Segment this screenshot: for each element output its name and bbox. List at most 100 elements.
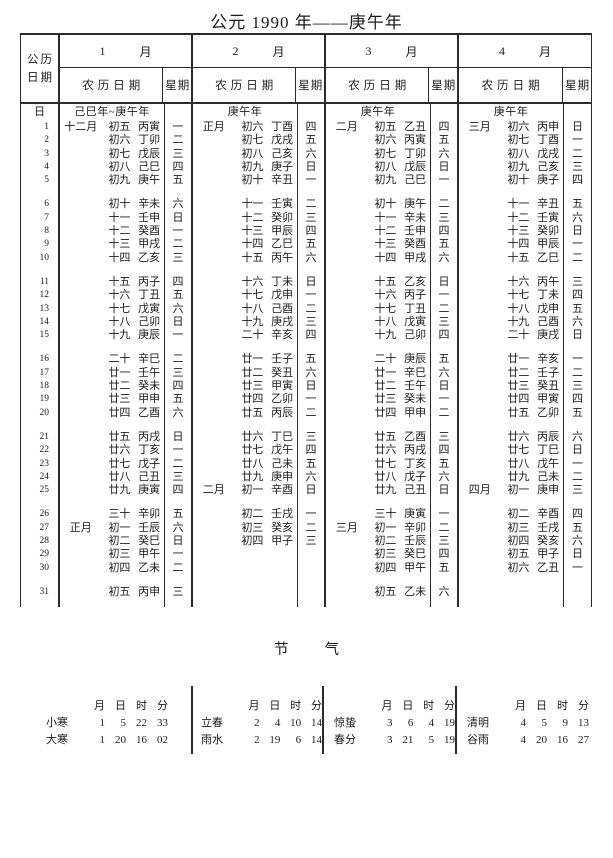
ganzhi: 丙午	[271, 251, 294, 264]
weekday-cell: 日	[305, 160, 317, 173]
weekday-cell: 日	[305, 380, 317, 393]
jieqi-value: 02	[157, 734, 168, 746]
lunar-month-label	[326, 586, 368, 599]
weekday-cell: 三	[572, 484, 583, 497]
month-header-3-title: 3 月	[326, 35, 457, 68]
lunar-month-label	[459, 431, 501, 444]
lunar-date-cell: 初六 乙丑	[459, 562, 563, 575]
ganzhi: 戊辰	[404, 160, 427, 173]
lunar-month-label	[60, 238, 102, 251]
row-group-gap	[21, 187, 58, 198]
lunar-date-cell: 廿三 甲寅	[193, 380, 297, 393]
lunar-day: 十四	[108, 251, 131, 264]
lunar-month-label	[326, 225, 368, 238]
ganzhi: 辛未	[138, 198, 161, 211]
day-number: 22	[39, 445, 50, 456]
lunar-month-label: 三月	[468, 121, 491, 133]
lunar-month-label	[60, 407, 102, 420]
lunar-date-cell: 十二月 初五 丙寅	[60, 121, 164, 134]
lunar-day: 初八	[108, 160, 131, 173]
lunar-month-label	[60, 548, 102, 561]
weekday-cell: 三	[572, 160, 583, 173]
lunar-date-cell: 廿五 丙戌	[60, 431, 164, 444]
ganzhi: 戊午	[271, 444, 294, 457]
lunar-month-label	[326, 316, 368, 329]
lunar-month-label	[60, 458, 102, 471]
lunar-date-cell: 三十 辛卯	[60, 508, 164, 521]
day-number: 25	[39, 485, 50, 496]
lunar-date-cell: 初四 乙未	[60, 562, 164, 575]
lunar-day: 初九	[108, 174, 131, 187]
ganzhi: 丁未	[271, 275, 294, 288]
ganzhi: 丙午	[537, 275, 560, 288]
lunar-day: 十九	[507, 315, 530, 328]
jieqi-value: 20	[536, 734, 547, 746]
lunar-date-cell: 廿九 庚寅	[60, 484, 164, 497]
month-header-2-title: 2 月	[193, 35, 324, 68]
ganzhi: 癸未	[138, 380, 161, 393]
day-number: 5	[44, 175, 49, 186]
row-group-gap	[60, 342, 164, 353]
weekday-header: 星期	[565, 80, 591, 92]
lunar-month-label	[459, 198, 501, 211]
jieqi-col-header: 分	[157, 700, 168, 712]
lunar-date-cell: 十一 辛丑	[459, 198, 563, 211]
ganzhi: 壬子	[271, 353, 294, 366]
day-number: 13	[39, 303, 50, 314]
weekday-cell: 五	[172, 289, 184, 302]
weekday-cell: 六	[438, 470, 450, 483]
ganzhi: 丁卯	[404, 147, 427, 160]
weekday-cell: 三	[305, 535, 317, 548]
weekday-cell: 二	[438, 198, 450, 211]
lunar-date-cell: 十三 甲辰	[193, 225, 297, 238]
ganzhi: 戊辰	[138, 147, 161, 160]
jieqi-value: 14	[311, 717, 322, 729]
weekday-cell: 二	[572, 366, 583, 379]
month-number: 2	[232, 43, 239, 58]
row-group-gap	[326, 497, 430, 508]
lunar-month-label	[459, 458, 501, 471]
jieqi-term-row: 小寒 1 5 22 33	[46, 715, 191, 732]
lunar-date-cell: 十五 乙亥	[326, 276, 430, 289]
lunar-day: 廿五	[507, 406, 530, 419]
lunar-month-label	[60, 252, 102, 265]
row-group-gap	[326, 265, 430, 276]
lunar-month-label	[60, 586, 102, 599]
lunar-date-cell: 廿七 丁亥	[326, 458, 430, 471]
weekday-cell: 五	[305, 457, 317, 470]
row-group-gap	[326, 342, 430, 353]
ganzhi: 己未	[537, 470, 560, 483]
lunar-date-cell: 初七 戊戌	[193, 134, 297, 147]
month-header-4-sub: 农历日期 星期	[459, 68, 591, 102]
weekday-cell: 一	[438, 289, 450, 302]
jieqi-value: 4	[520, 734, 527, 746]
ganzhi: 庚子	[537, 174, 560, 187]
ganzhi: 庚子	[271, 160, 294, 173]
ganzhi: 乙酉	[404, 430, 427, 443]
lunar-day: 初一	[108, 521, 131, 534]
lunar-month-label	[193, 252, 235, 265]
lunar-day: 廿五	[241, 406, 264, 419]
ganzhi: 癸亥	[271, 521, 294, 534]
lunar-day: 廿二	[108, 380, 131, 393]
month-header-2: 2 月 农历日期 星期	[193, 35, 326, 102]
lunar-date-cell: 初三 壬戌	[459, 522, 563, 535]
weekday-cell: 五	[438, 238, 450, 251]
ganzhi: 庚辰	[138, 329, 161, 342]
lunar-date-cell: 十四 甲辰	[459, 238, 563, 251]
jieqi-col-header: 分	[311, 700, 322, 712]
ganzhi: 丙申	[138, 585, 161, 598]
lunar-day: 廿六	[241, 430, 264, 443]
weekday-cell: 三	[172, 585, 184, 598]
weekday-blank-cell	[564, 104, 591, 121]
lunar-month-label	[193, 225, 235, 238]
lunar-month-label	[459, 522, 501, 535]
weekday-cell: 五	[438, 134, 450, 147]
jieqi-col-header: 日	[269, 700, 281, 712]
row-group-gap	[564, 265, 591, 276]
lunar-date-cell: 二月 初一 辛酉	[193, 484, 297, 497]
day-number: 23	[39, 458, 50, 469]
lunar-day: 十六	[241, 275, 264, 288]
lunar-month-label	[60, 148, 102, 161]
lunar-date-cell: 初八 戊辰	[326, 161, 430, 174]
